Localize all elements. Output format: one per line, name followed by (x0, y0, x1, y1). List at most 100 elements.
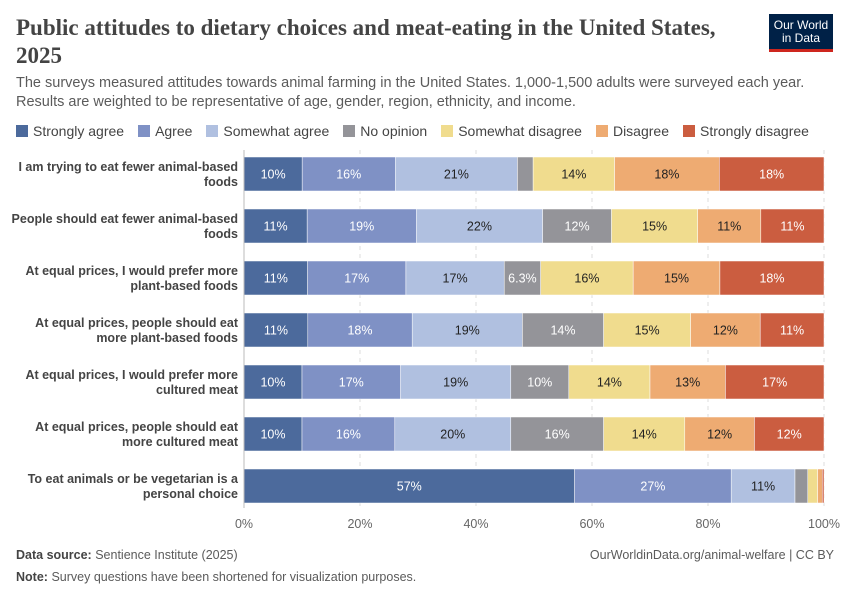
legend-label: Strongly agree (33, 123, 125, 139)
bar-segment (243, 208, 308, 244)
legend-label: Disagree (612, 123, 669, 139)
bar-segment (503, 260, 541, 296)
x-tick-label: 80% (695, 517, 720, 531)
bar-segment (574, 468, 732, 504)
source-text: Sentience Institute (2025) (95, 548, 238, 562)
data-label: 18% (759, 168, 784, 182)
data-label: 10% (527, 376, 552, 390)
chart-title: Public attitudes to dietary choices and … (16, 15, 716, 68)
bar-segment (754, 416, 825, 452)
legend-label: Somewhat disagree (458, 123, 582, 139)
data-label: 19% (455, 324, 480, 338)
data-label: 11% (780, 324, 804, 338)
bar-segment (542, 208, 612, 244)
x-tick-label: 0% (235, 517, 253, 531)
legend-item[interactable]: Disagree (595, 123, 669, 139)
legend-swatch (138, 125, 151, 137)
bar-segment (517, 156, 534, 192)
bar-segment (416, 208, 543, 244)
data-label: 15% (642, 220, 667, 234)
bar-segment (395, 156, 518, 192)
data-label: 16% (574, 272, 599, 286)
bar-segment (307, 312, 413, 348)
bar-segment (760, 208, 825, 244)
chart-subtitle: The surveys measured attitudes towards a… (16, 75, 805, 110)
data-label: 10% (260, 376, 285, 390)
data-label: 17% (762, 376, 787, 390)
bar-segment (759, 312, 825, 348)
data-label: 6.3% (508, 272, 537, 286)
bar-segment (307, 260, 407, 296)
data-label: 16% (336, 168, 361, 182)
data-label: 14% (550, 324, 575, 338)
category-label: To eat animals or be vegetarian is a pers… (28, 472, 239, 501)
legend-item[interactable]: Strongly disagree (682, 123, 809, 139)
legend-item[interactable]: Agree (138, 123, 192, 139)
legend-swatch (595, 125, 608, 137)
bar-segment (243, 156, 303, 192)
data-label: 14% (561, 168, 586, 182)
data-label: 15% (664, 272, 689, 286)
legend-item[interactable]: Somewhat agree (206, 123, 329, 139)
x-tick-label: 40% (463, 517, 488, 531)
bar-segment (405, 260, 505, 296)
legend-label: Somewhat agree (223, 123, 330, 139)
data-label: 18% (654, 168, 679, 182)
bar-segment (603, 312, 691, 348)
data-label: 14% (597, 376, 622, 390)
category-label: I am trying to eat fewer animal-based foo… (18, 160, 238, 189)
data-label: 11% (751, 480, 775, 494)
bar-chart: 0% 20% 40% 60% 80% 100% 10% 16% 21% 14% 18% 18% I am… (12, 150, 840, 531)
bar-segment (243, 468, 575, 504)
bar-segment (822, 468, 825, 504)
data-label: 12% (713, 324, 738, 338)
source-label: Data source: (16, 548, 92, 562)
legend-swatch (441, 125, 454, 137)
bar-segment (400, 364, 512, 400)
bar-segment (411, 312, 523, 348)
bar-segment (719, 260, 825, 296)
data-label: 15% (635, 324, 660, 338)
bar-segment (807, 468, 818, 504)
note: Note: Survey questions have been shorten… (16, 570, 416, 584)
x-tick-label: 60% (579, 517, 604, 531)
bar-segment (614, 156, 720, 192)
category-label: At equal prices, people should eat more c… (35, 420, 239, 449)
data-label: 13% (675, 376, 700, 390)
data-label: 18% (759, 272, 784, 286)
data-label: 11% (264, 220, 288, 234)
data-label: 14% (632, 428, 657, 442)
note-label: Note: (16, 570, 48, 584)
bar-segment (725, 364, 825, 400)
bar-segment (690, 312, 761, 348)
data-label: 19% (443, 376, 468, 390)
category-label: At equal prices, I would prefer more plan… (25, 264, 238, 293)
legend-swatch (682, 125, 695, 137)
category-label: People should eat fewer animal-based food… (12, 212, 238, 241)
category-label: At equal prices, I would prefer more cult… (25, 368, 238, 397)
owid-logo[interactable]: Our World in Data (769, 14, 833, 52)
data-label: 11% (717, 220, 741, 234)
legend-item[interactable]: Strongly agree (16, 123, 124, 139)
source-url[interactable]: OurWorldinData.org/animal-welfare | CC B… (589, 548, 834, 562)
bar-segment (817, 468, 823, 504)
legend-label: Agree (155, 123, 193, 139)
bar-segment (603, 416, 686, 452)
bar-segment (510, 416, 604, 452)
data-label: 16% (336, 428, 361, 442)
data-label: 19% (349, 220, 374, 234)
data-label: 10% (261, 168, 286, 182)
legend-item[interactable]: No opinion (343, 123, 427, 139)
bar-segment (611, 208, 698, 244)
bar-segment (243, 312, 309, 348)
data-source: Data source: Sentience Institute (2025) (16, 548, 238, 562)
legend-item[interactable]: Somewhat disagree (441, 123, 582, 139)
data-label: 11% (264, 272, 288, 286)
x-tick-label: 20% (347, 517, 372, 531)
data-label: 21% (444, 168, 469, 182)
data-label: 27% (640, 480, 665, 494)
legend-swatch (206, 125, 219, 137)
bar-segment (394, 416, 512, 452)
legend-label: Strongly disagree (699, 123, 809, 139)
data-label: 16% (545, 428, 570, 442)
